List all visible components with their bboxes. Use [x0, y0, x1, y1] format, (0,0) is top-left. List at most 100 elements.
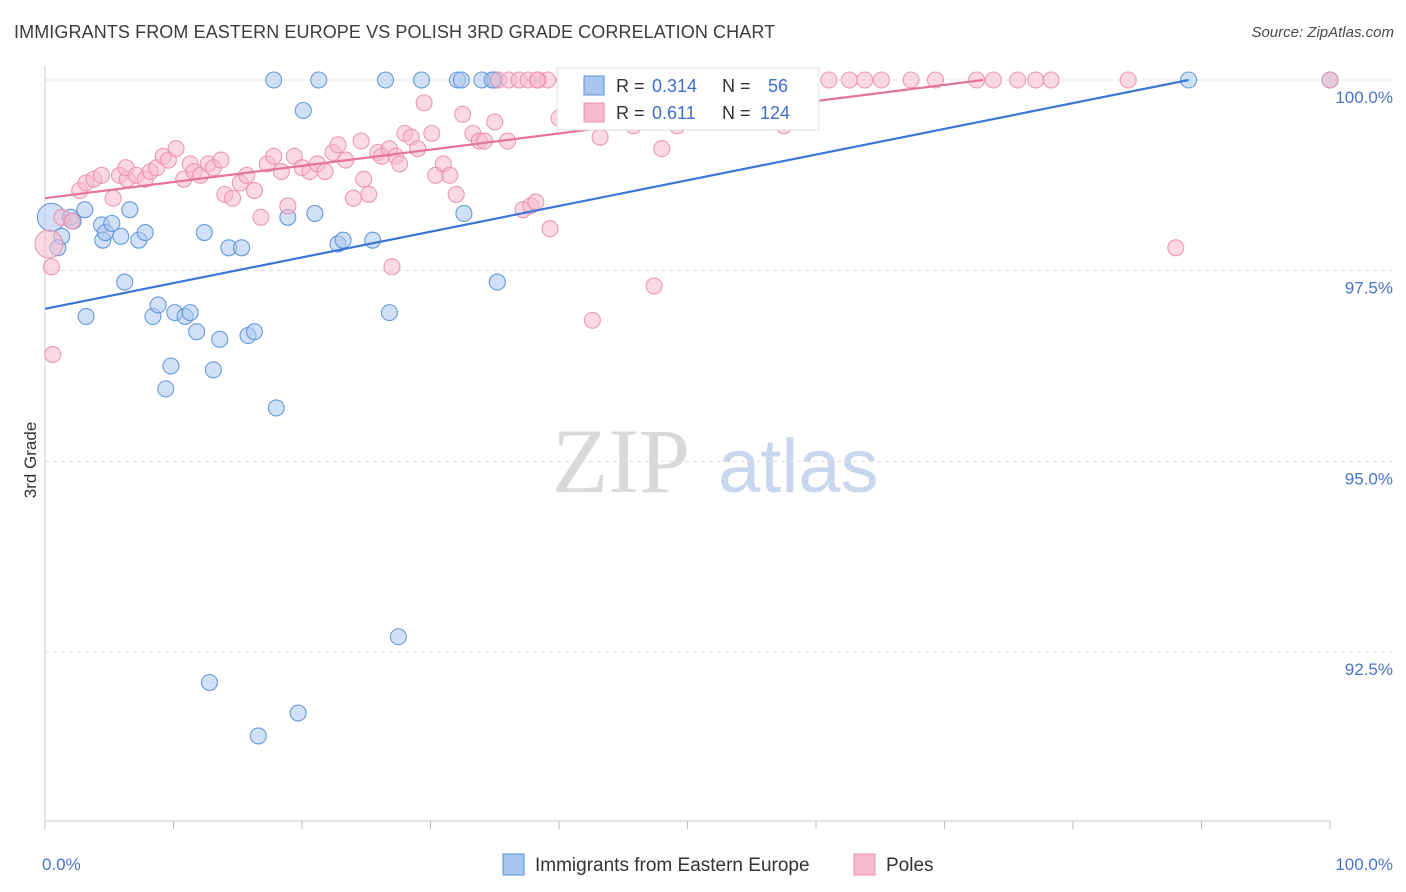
immigrants-point: [455, 204, 473, 223]
immigrants-point: [306, 204, 324, 223]
y-tick-label: 100.0%: [1335, 88, 1393, 107]
poles-point: [42, 258, 60, 276]
tick-labels: 100.0% 97.5% 95.0% 92.5% 0.0% 100.0%: [42, 88, 1393, 874]
immigrants-point: [188, 323, 206, 341]
poles-point: [238, 166, 256, 184]
poles-point: [360, 185, 378, 203]
poles-point: [245, 182, 264, 200]
immigrants-point: [181, 304, 199, 322]
poles-point: [167, 140, 185, 158]
poles-point: [926, 71, 945, 89]
poles-point: [820, 71, 838, 89]
bottom-legend-label-2: Poles: [886, 855, 934, 876]
bottom-legend-swatch-blue: [502, 853, 525, 876]
legend-n-label-1: N =: [722, 76, 751, 96]
immigrants-point: [488, 273, 506, 291]
poles-point: [486, 113, 504, 131]
poles-point: [441, 166, 459, 184]
poles-point: [1321, 71, 1339, 89]
poles-point: [265, 147, 283, 165]
immigrants-point: [289, 704, 307, 722]
chart-title: IMMIGRANTS FROM EASTERN EUROPE VS POLISH…: [14, 22, 776, 42]
poles-point: [224, 189, 242, 207]
poles-point: [527, 193, 545, 211]
poles-point: [279, 197, 297, 215]
legend-r-label-2: R =: [616, 103, 645, 123]
bottom-legend: Immigrants from Eastern Europe Poles: [502, 853, 934, 876]
legend-n-label-2: N =: [722, 103, 751, 123]
poles-point: [645, 277, 663, 295]
immigrants-point: [310, 71, 328, 89]
poles-point: [423, 124, 441, 142]
poles-point: [541, 220, 559, 238]
bottom-legend-label-1: Immigrants from Eastern Europe: [535, 855, 810, 876]
poles-point: [391, 155, 409, 173]
immigrants-point: [200, 673, 219, 692]
series-poles-points: [34, 71, 1339, 364]
poles-point: [591, 128, 609, 146]
immigrants-point: [149, 296, 167, 314]
poles-point: [475, 132, 494, 150]
immigrants-point: [294, 101, 312, 120]
immigrants-point: [412, 71, 431, 89]
poles-point: [902, 71, 920, 89]
immigrants-point: [77, 307, 95, 325]
x-tick-label: 0.0%: [42, 855, 81, 874]
immigrants-point: [249, 727, 267, 745]
poles-point: [383, 258, 401, 276]
poles-point: [1167, 239, 1185, 257]
poles-point: [34, 229, 64, 259]
immigrants-point: [334, 231, 352, 249]
legend-swatch-pink: [583, 102, 605, 123]
poles-point: [344, 189, 362, 207]
legend-r-label-1: R =: [616, 76, 645, 96]
poles-point: [272, 162, 290, 181]
poles-point: [252, 208, 270, 226]
poles-point: [872, 71, 891, 89]
poles-point: [44, 346, 62, 364]
series-immigrants-points: [36, 71, 1339, 745]
poles-point: [415, 94, 433, 112]
poles-point: [316, 162, 334, 181]
bottom-legend-swatch-pink: [853, 853, 876, 876]
immigrants-point: [364, 231, 382, 249]
immigrants-point: [233, 239, 251, 257]
legend-n-value-1: 56: [768, 76, 788, 96]
immigrants-point: [265, 71, 283, 89]
immigrants-point: [116, 273, 134, 291]
poles-point: [1042, 71, 1060, 89]
poles-point: [1009, 71, 1027, 89]
immigrants-point: [245, 323, 264, 341]
y-tick-label: 97.5%: [1345, 279, 1393, 298]
poles-point: [856, 71, 874, 89]
poles-point: [104, 189, 122, 207]
legend-swatch-blue: [583, 75, 605, 96]
immigrants-point: [267, 399, 285, 417]
poles-point: [1027, 71, 1045, 89]
poles-point: [355, 170, 373, 188]
legend-n-value-2: 124: [760, 103, 790, 123]
poles-point: [352, 132, 370, 150]
poles-point: [92, 166, 111, 184]
immigrants-trend-line: [44, 78, 1189, 310]
immigrants-point: [162, 357, 180, 375]
gridlines: [45, 79, 1392, 653]
legend-r-value-1: 0.314: [652, 76, 697, 96]
stats-legend: R = 0.314 N = 56 R = 0.611 N = 124: [556, 67, 820, 131]
legend-r-value-2: 0.611: [652, 103, 696, 123]
y-axis-label: 3rd Grade: [21, 422, 40, 499]
axes: [44, 66, 1331, 829]
poles-trend-line: [44, 78, 984, 200]
immigrants-point: [452, 71, 470, 89]
immigrants-point: [76, 201, 94, 219]
immigrants-point: [195, 223, 213, 242]
poles-point: [454, 105, 472, 123]
immigrants-point: [157, 380, 175, 398]
immigrants-point: [136, 223, 154, 242]
poles-point: [447, 185, 465, 203]
poles-point: [840, 71, 858, 89]
poles-point: [653, 140, 671, 158]
immigrants-point: [380, 304, 398, 322]
x-tick-label: 100.0%: [1335, 855, 1393, 874]
poles-point: [63, 212, 81, 230]
